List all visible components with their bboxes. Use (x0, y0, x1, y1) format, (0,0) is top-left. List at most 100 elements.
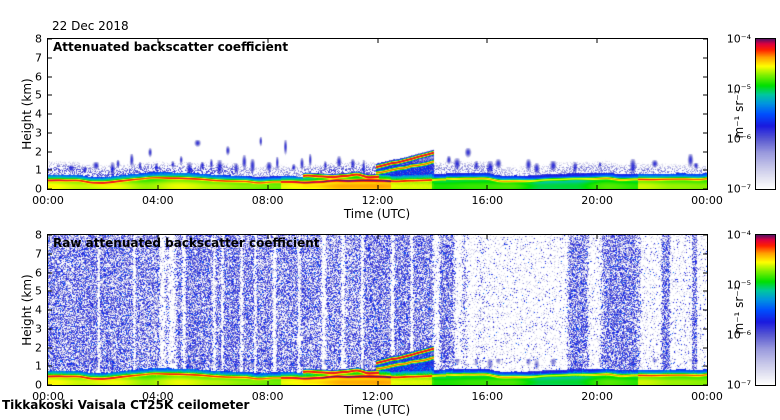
colorbar-tick-label: 10⁻⁵ (726, 82, 751, 96)
colorbar-tick-label: 10⁻⁶ (726, 132, 751, 146)
x-tick-mark (596, 185, 598, 190)
colorbar-label-top: m⁻¹ sr⁻¹ (732, 69, 746, 159)
y-tick-label: 5 (35, 88, 42, 102)
panel-raw-attenuated-backscatter: Raw attenuated backscatter coefficient 0… (32, 229, 723, 404)
y-tick-label: 7 (35, 247, 42, 261)
y-tick-label: 8 (35, 228, 42, 242)
y-tick-label: 4 (35, 303, 42, 317)
x-tick-mark (377, 381, 378, 386)
x-tick-mark (157, 185, 159, 190)
colorbar-bottom: 10⁻⁴ 10⁻⁵ 10⁻⁶ 10⁻⁷ (727, 229, 776, 392)
y-tick-mark (47, 309, 52, 311)
x-tick-label: 12:00 (361, 194, 394, 207)
y-tick-label: 6 (35, 70, 42, 83)
y-tick-label: 2 (35, 145, 42, 158)
x-tick-label: 20:00 (581, 194, 614, 207)
plot-area-bottom (47, 234, 708, 386)
x-tick-label: 08:00 (251, 390, 284, 403)
y-tick-mark (47, 188, 52, 190)
y-tick-label: 4 (35, 107, 42, 121)
x-tick-mark (157, 38, 159, 43)
colorbar-units-bottom: m⁻¹ sr⁻¹ (732, 285, 746, 335)
y-tick-mark (703, 57, 708, 59)
y-tick-label: 1 (35, 359, 42, 373)
y-tick-mark (703, 188, 708, 190)
y-tick-mark (703, 384, 708, 386)
y-tick-mark (703, 76, 708, 77)
y-tick-mark (703, 290, 708, 292)
x-tick-mark (157, 234, 159, 239)
y-tick-mark (703, 38, 708, 40)
plot-area-top (47, 38, 708, 190)
colorbar-units-top: m⁻¹ sr⁻¹ (732, 89, 746, 139)
y-tick-label: 2 (35, 341, 42, 354)
y-tick-mark (47, 234, 52, 236)
x-tick-label: 12:00 (361, 390, 394, 403)
x-tick-mark (267, 381, 269, 386)
y-axis-label-bottom: Height (km) (20, 274, 34, 346)
y-tick-mark (47, 272, 52, 273)
y-tick-mark (47, 290, 52, 292)
x-tick-label: 16:00 (471, 194, 504, 207)
y-tick-mark (47, 253, 52, 255)
x-tick-label: 00:00 (691, 390, 723, 403)
y-tick-mark (703, 113, 708, 115)
y-tick-label: 7 (35, 51, 42, 65)
colorbar-label-bottom: m⁻¹ sr⁻¹ (732, 265, 746, 355)
x-tick-label: 00:00 (691, 194, 723, 207)
date-label: 22 Dec 2018 (52, 19, 129, 33)
y-tick-mark (47, 113, 52, 115)
x-tick-label: 00:00 (32, 194, 64, 207)
x-tick-mark (377, 38, 378, 43)
y-tick-mark (47, 38, 52, 40)
x-tick-mark (486, 234, 488, 239)
panel-title-bottom: Raw attenuated backscatter coefficient (53, 236, 320, 250)
y-tick-mark (703, 169, 708, 171)
x-tick-label: 04:00 (141, 390, 174, 403)
y-tick-label: 8 (35, 32, 42, 46)
y-tick-mark (47, 365, 52, 367)
y-tick-mark (703, 151, 708, 152)
y-tick-mark (47, 151, 52, 152)
colorbar-tick-label: 10⁻⁷ (726, 378, 751, 392)
y-tick-mark (703, 309, 708, 311)
x-tick-label: 00:00 (32, 390, 64, 403)
x-tick-mark (267, 38, 269, 43)
colorbar-tick-label: 10⁻⁷ (726, 182, 751, 196)
x-axis-label-bottom: Time (UTC) (343, 403, 411, 417)
x-tick-mark (267, 234, 269, 239)
y-tick-mark (47, 132, 52, 134)
panel-attenuated-backscatter: Attenuated backscatter coefficient 0 1 2 3 4… (32, 33, 723, 208)
x-tick-mark (377, 234, 378, 239)
y-tick-mark (47, 94, 52, 96)
y-tick-mark (703, 234, 708, 236)
y-tick-mark (703, 94, 708, 96)
y-tick-mark (703, 347, 708, 348)
y-tick-label: 0 (35, 378, 42, 392)
y-tick-mark (47, 347, 52, 348)
colorbar-top: 10⁻⁴ 10⁻⁵ 10⁻⁶ 10⁻⁷ (727, 33, 776, 196)
x-tick-mark (596, 234, 598, 239)
x-tick-mark (486, 38, 488, 43)
x-tick-mark (486, 381, 488, 386)
y-axis-label-top: Height (km) (20, 78, 34, 150)
y-tick-label: 3 (35, 322, 42, 336)
y-tick-label: 6 (35, 266, 42, 279)
y-tick-mark (47, 328, 52, 330)
y-tick-label: 5 (35, 284, 42, 298)
y-tick-label: 3 (35, 126, 42, 140)
colorbar-gradient-bottom (755, 234, 776, 386)
x-tick-mark (596, 38, 598, 43)
x-tick-label: 04:00 (141, 194, 174, 207)
y-tick-mark (47, 76, 52, 77)
x-tick-mark (596, 381, 598, 386)
y-tick-mark (47, 169, 52, 171)
colorbar-tick-label: 10⁻⁵ (726, 278, 751, 292)
x-tick-mark (486, 185, 488, 190)
y-tick-mark (703, 132, 708, 134)
y-tick-mark (703, 365, 708, 367)
y-tick-mark (47, 57, 52, 59)
colorbar-gradient-top (755, 38, 776, 190)
y-tick-mark (703, 328, 708, 330)
y-tick-label: 0 (35, 182, 42, 196)
